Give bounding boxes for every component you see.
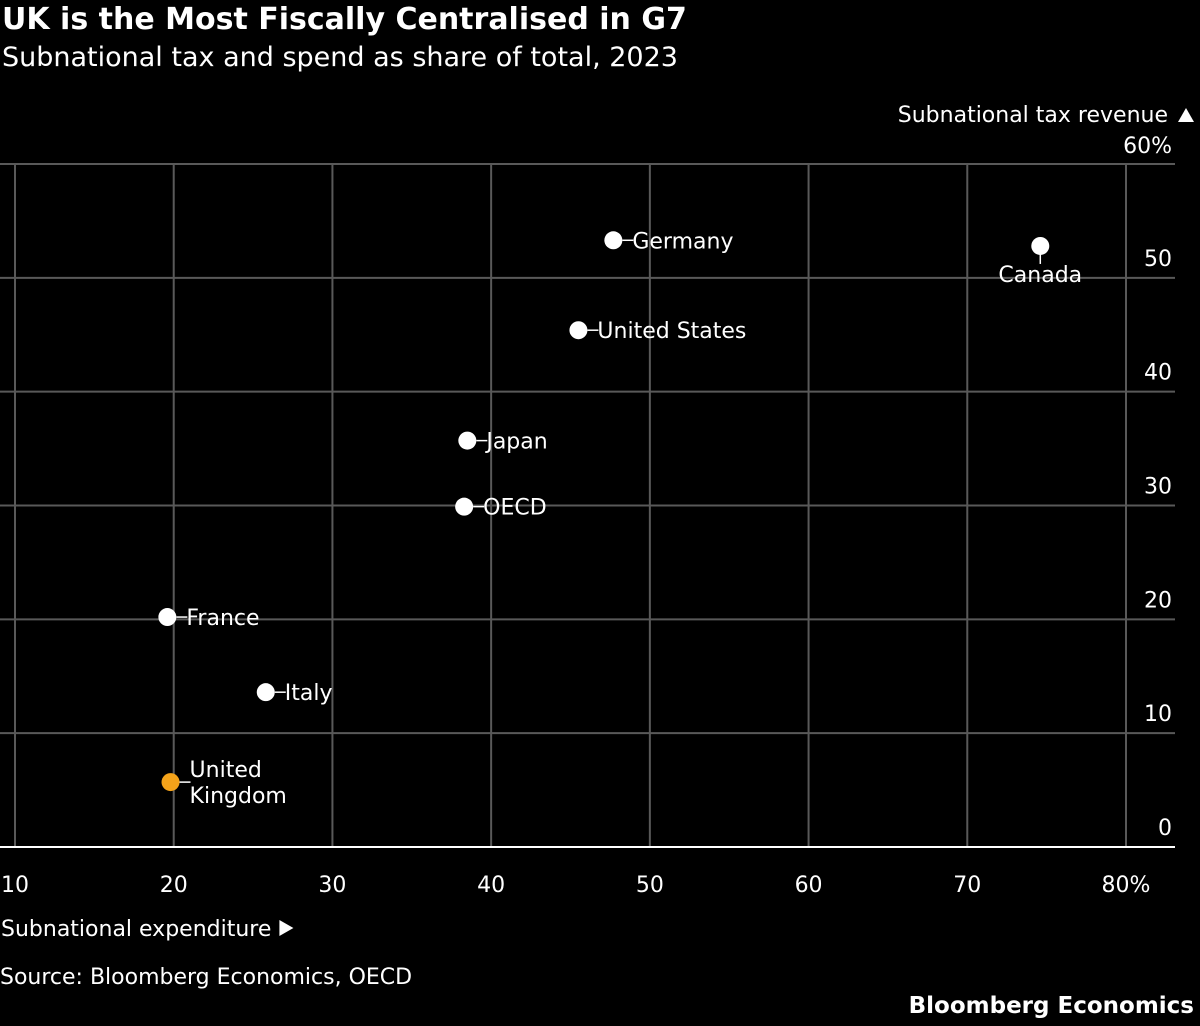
y-tick-label: 10	[1144, 702, 1172, 727]
x-tick-label: 10	[1, 873, 29, 898]
point-marker	[1031, 236, 1050, 255]
x-axis-label: Subnational expenditure	[1, 917, 271, 942]
data-point: Germany	[604, 229, 733, 254]
data-point: Japan	[458, 430, 548, 455]
point-label: Italy	[285, 681, 333, 706]
point-marker	[604, 231, 623, 250]
point-label: OECD	[483, 496, 547, 521]
x-tick-label: 30	[318, 873, 346, 898]
point-label: United States	[597, 319, 746, 344]
data-point: United States	[569, 319, 746, 344]
y-tick-label: 50	[1144, 247, 1172, 272]
x-tick-label: 40	[477, 873, 505, 898]
point-label: Germany	[632, 229, 733, 254]
y-tick-label: 0	[1158, 816, 1172, 841]
x-tick-label: 50	[636, 873, 664, 898]
axes: 0 10 20 30 40 50 60% Subnational tax revenue 10 2…	[0, 103, 1194, 942]
data-point: OECD	[455, 496, 547, 521]
data-point: United Kingdom	[161, 758, 287, 809]
y-tick-label: 60%	[1123, 134, 1172, 159]
data-points: Germany Canada United States Japan OECD Franc…	[158, 229, 1082, 809]
up-triangle-icon	[1178, 108, 1194, 122]
x-tick-label: 20	[160, 873, 188, 898]
x-tick-label: 80%	[1102, 873, 1151, 898]
y-tick-label: 30	[1144, 475, 1172, 500]
x-tick-label: 60	[795, 873, 823, 898]
point-marker	[569, 321, 588, 340]
y-tick-label: 40	[1144, 361, 1172, 386]
source-note: Source: Bloomberg Economics, OECD	[0, 965, 413, 990]
point-marker	[161, 773, 180, 792]
point-label: Japan	[484, 430, 547, 455]
point-label: United Kingdom	[190, 758, 287, 809]
data-point: Canada	[998, 236, 1082, 288]
chart-subtitle: Subnational tax and spend as share of to…	[2, 42, 678, 73]
data-point: France	[158, 606, 260, 631]
grid	[0, 163, 1175, 847]
data-point: Italy	[256, 681, 333, 706]
y-tick-label: 20	[1144, 588, 1172, 613]
point-marker	[458, 431, 477, 450]
y-axis-label: Subnational tax revenue	[898, 103, 1168, 128]
point-marker	[455, 497, 474, 516]
point-marker	[158, 608, 177, 627]
chart-title: UK is the Most Fiscally Centralised in G…	[2, 2, 687, 37]
point-label: Canada	[998, 263, 1082, 288]
right-triangle-icon	[279, 920, 294, 936]
x-tick-label: 70	[953, 873, 981, 898]
point-label: France	[186, 606, 259, 631]
brand-logo-text: Bloomberg Economics	[908, 993, 1194, 1019]
point-marker	[256, 683, 275, 702]
